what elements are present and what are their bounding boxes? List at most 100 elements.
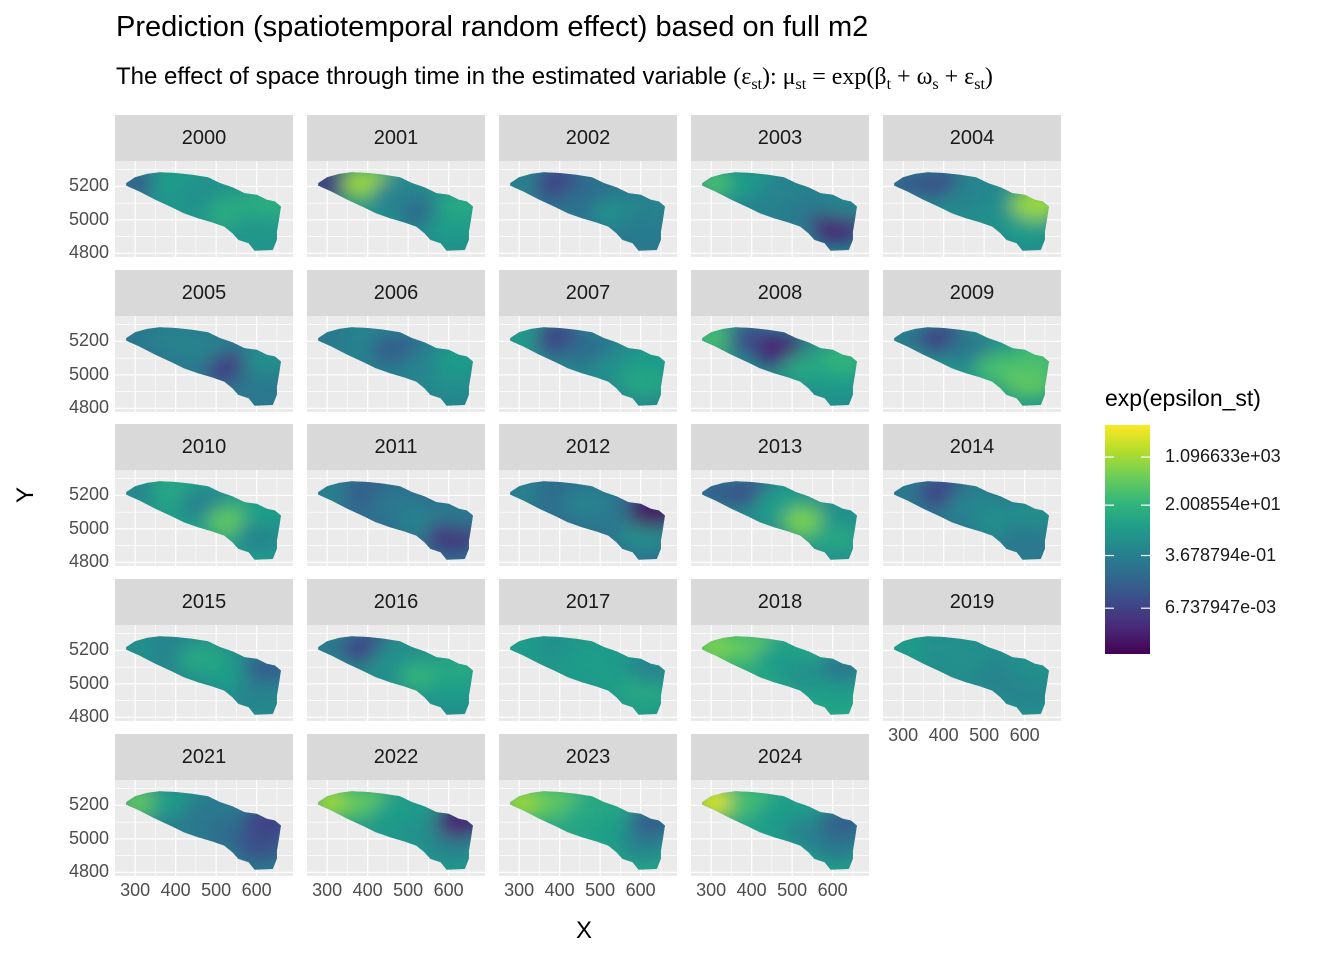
facet-panel-2014: 2014 (883, 424, 1061, 566)
facet-strip-label: 2005 (115, 270, 293, 316)
spatial-field (126, 172, 281, 251)
facet-strip-label: 2014 (883, 424, 1061, 470)
facet-plot-area (115, 316, 293, 412)
x-tick-label: 400 (928, 725, 959, 745)
x-tick-label: 500 (777, 880, 808, 900)
facet-plot-area (115, 161, 293, 257)
facet-panel-2011: 2011 (307, 424, 485, 566)
field-blob (1010, 496, 1049, 529)
field-blob (242, 806, 281, 839)
facet-panel-2016: 2016 (307, 579, 485, 721)
facet-plot-area (307, 625, 485, 721)
facet-strip-label: 2011 (307, 424, 485, 470)
y-tick-label: 5000 (68, 363, 109, 384)
x-tick-label: 500 (393, 880, 424, 900)
facet-strip-label: 2012 (499, 424, 677, 470)
y-tick-label: 4800 (68, 706, 109, 727)
facet-plot-area (115, 780, 293, 876)
facet-plot-area (115, 625, 293, 721)
facet-panel-2018: 2018 (691, 579, 869, 721)
facet-plot-area (883, 161, 1061, 257)
facet-panel-2008: 2008 (691, 270, 869, 412)
chart-title: Prediction (spatiotemporal random effect… (116, 11, 869, 43)
facet-panel-2002: 2002 (499, 115, 677, 257)
facet-plot-area (499, 316, 677, 412)
facet-panel-2010: 2010 (115, 424, 293, 566)
x-tick-label: 600 (1009, 725, 1040, 745)
field-blob (242, 342, 281, 375)
facet-strip-label: 2013 (691, 424, 869, 470)
field-blob (1010, 187, 1049, 220)
x-axis-label: X (576, 917, 593, 944)
facet-strip-label: 2003 (691, 115, 869, 161)
field-blob (818, 187, 857, 220)
field-blob (818, 496, 857, 529)
facet-strip-label: 2004 (883, 115, 1061, 161)
legend-title: exp(epsilon_st) (1105, 385, 1261, 411)
y-tick-label: 5000 (68, 672, 109, 693)
facet-plot-area (691, 161, 869, 257)
facet-panel-2009: 2009 (883, 270, 1061, 412)
facet-strip-label: 2023 (499, 734, 677, 780)
x-tick-label: 600 (433, 880, 464, 900)
facet-panel-2023: 2023 (499, 734, 677, 876)
y-tick-label: 5200 (68, 330, 109, 351)
facet-strip-label: 2000 (115, 115, 293, 161)
x-tick-label: 400 (352, 880, 383, 900)
x-tick-label: 400 (736, 880, 767, 900)
field-blob (434, 806, 473, 839)
facet-strip-label: 2017 (499, 579, 677, 625)
field-blob (818, 342, 857, 375)
facet-strip-label: 2022 (307, 734, 485, 780)
facet-strip-label: 2006 (307, 270, 485, 316)
legend-break-label: 3.678794e-01 (1165, 544, 1277, 565)
facet-strip-label: 2001 (307, 115, 485, 161)
facet-plot-area (883, 470, 1061, 566)
field-blob (626, 496, 665, 529)
x-tick-label: 500 (585, 880, 616, 900)
legend-colorbar (1105, 425, 1150, 654)
facet-plot-area (115, 470, 293, 566)
x-tick-label: 300 (888, 725, 919, 745)
subtitle-formula: (εst): μst = exp(βt + ωs + εst) (733, 64, 993, 93)
chart-subtitle: The effect of space through time in the … (116, 63, 993, 94)
x-tick-label: 600 (625, 880, 656, 900)
facet-plot-area (307, 470, 485, 566)
field-blob (626, 187, 665, 220)
field-blob (818, 651, 857, 684)
y-tick-label: 5200 (68, 639, 109, 660)
facet-plot-area (883, 316, 1061, 412)
y-axis-label: Y (12, 486, 39, 503)
facet-plot-area (883, 625, 1061, 721)
spatial-field (126, 481, 281, 560)
x-tick-label: 600 (241, 880, 272, 900)
x-tick-label: 400 (160, 880, 191, 900)
facet-strip-label: 2021 (115, 734, 293, 780)
facet-plot-area (691, 470, 869, 566)
x-tick-label: 300 (696, 880, 727, 900)
field-blob (626, 342, 665, 375)
facet-panel-2006: 2006 (307, 270, 485, 412)
field-blob (818, 806, 857, 839)
x-tick-label: 300 (504, 880, 535, 900)
subtitle-text: The effect of space through time in the … (116, 63, 734, 90)
facet-plot-area (691, 625, 869, 721)
facet-plot-area (499, 625, 677, 721)
facet-strip-label: 2002 (499, 115, 677, 161)
facet-panel-2013: 2013 (691, 424, 869, 566)
y-tick-label: 4800 (68, 242, 109, 263)
y-tick-label: 4800 (68, 861, 109, 882)
legend-break-label: 1.096633e+03 (1165, 446, 1281, 467)
facet-panel-2017: 2017 (499, 579, 677, 721)
facet-strip-label: 2016 (307, 579, 485, 625)
field-blob (242, 651, 281, 684)
facet-panel-2005: 2005 (115, 270, 293, 412)
y-tick-label: 5200 (68, 175, 109, 196)
facet-plot-area (307, 780, 485, 876)
facet-panel-2019: 2019 (883, 579, 1061, 721)
facet-panel-2012: 2012 (499, 424, 677, 566)
facet-panel-2000: 2000 (115, 115, 293, 257)
facet-panel-2015: 2015 (115, 579, 293, 721)
facet-panel-2022: 2022 (307, 734, 485, 876)
x-tick-label: 300 (312, 880, 343, 900)
